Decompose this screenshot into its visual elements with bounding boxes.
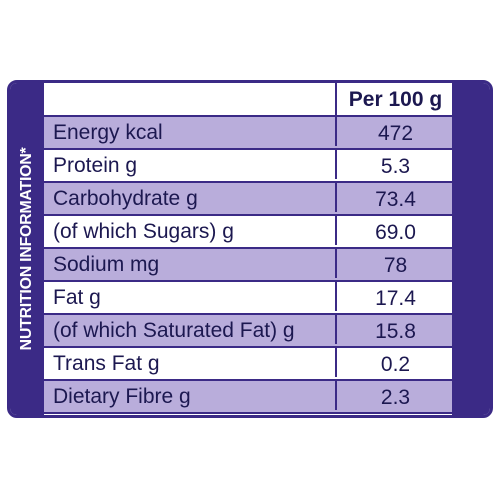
nutrient-value: 472 — [335, 117, 454, 146]
nutrient-label: Protein g — [53, 154, 138, 177]
header-row: Per 100 g — [44, 83, 452, 117]
table-row: Energy kcal 472 — [44, 117, 452, 150]
nutrient-value: 17.4 — [335, 282, 454, 311]
table-row: (of which Saturated Fat) g 15.8 — [44, 315, 452, 348]
column-title: Per 100 g — [335, 83, 454, 117]
side-label: NUTRITION INFORMATION* — [18, 147, 35, 351]
table-row: Sodium mg 78 — [44, 249, 452, 282]
nutrient-value: 15.8 — [335, 315, 454, 344]
nutrient-value: 5.3 — [335, 150, 454, 179]
nutrient-value: 0.2 — [335, 348, 454, 377]
table-row: Protein g 5.3 — [44, 150, 452, 183]
nutrient-label: Fat g — [53, 286, 101, 309]
right-band — [452, 83, 490, 415]
nutrient-label: (of which Sugars) g — [53, 220, 234, 243]
nutrient-value: 69.0 — [335, 216, 454, 245]
nutrient-label: Energy kcal — [53, 121, 163, 144]
nutrient-label: Trans Fat g — [53, 352, 160, 375]
table-row: (of which Sugars) g 69.0 — [44, 216, 452, 249]
table-row: Dietary Fibre g 2.3 — [44, 381, 452, 414]
table-row: Carbohydrate g 73.4 — [44, 183, 452, 216]
nutrition-panel: NUTRITION INFORMATION* Per 100 g Energy … — [7, 80, 493, 418]
nutrient-value: 2.3 — [335, 381, 454, 410]
side-band: NUTRITION INFORMATION* — [10, 83, 44, 415]
nutrient-label: Carbohydrate g — [53, 187, 198, 210]
nutrient-value: 73.4 — [335, 183, 454, 212]
nutrient-value: 78 — [335, 249, 454, 278]
nutrient-label: (of which Saturated Fat) g — [53, 319, 295, 342]
nutrient-label: Dietary Fibre g — [53, 385, 191, 408]
nutrition-table: Per 100 g Energy kcal 472 Protein g 5.3 Carb… — [44, 83, 452, 414]
nutrient-label: Sodium mg — [53, 253, 160, 276]
table-row: Trans Fat g 0.2 — [44, 348, 452, 381]
table-row: Fat g 17.4 — [44, 282, 452, 315]
